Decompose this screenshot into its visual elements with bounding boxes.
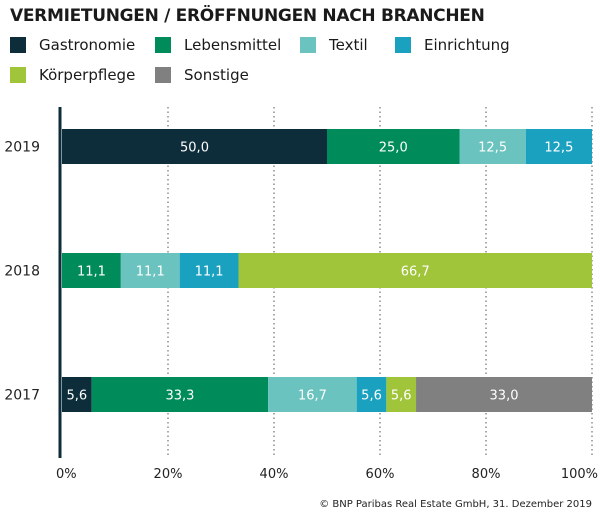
data-label: 12,5 bbox=[478, 141, 507, 156]
data-label: 11,1 bbox=[195, 265, 224, 280]
y-category-label: 2017 bbox=[4, 388, 40, 404]
legend-swatch bbox=[395, 37, 411, 53]
data-label: 11,1 bbox=[77, 265, 106, 280]
bar-segment bbox=[62, 253, 121, 288]
data-label: 25,0 bbox=[379, 141, 408, 156]
bar-segment bbox=[268, 377, 357, 412]
bar-segment bbox=[416, 377, 592, 412]
legend-label: Textil bbox=[329, 36, 368, 54]
legend-item: Körperpflege bbox=[10, 66, 135, 84]
data-label: 5,6 bbox=[391, 389, 412, 404]
legend-item: Gastronomie bbox=[10, 36, 135, 54]
x-tick-label: 40% bbox=[260, 467, 289, 482]
x-tick-label: 100% bbox=[561, 467, 598, 482]
legend-item: Einrichtung bbox=[395, 36, 510, 54]
bar-segment bbox=[327, 129, 460, 164]
legend-item: Textil bbox=[300, 36, 368, 54]
bar-segment bbox=[356, 377, 387, 412]
chart-title: VERMIETUNGEN / ERÖFFNUNGEN NACH BRANCHEN bbox=[10, 6, 485, 26]
bar-segment bbox=[238, 253, 593, 288]
bar-segment bbox=[386, 377, 417, 412]
bar-segment bbox=[91, 377, 269, 412]
x-tick-label: 0% bbox=[56, 467, 77, 482]
legend-label: Gastronomie bbox=[39, 36, 136, 54]
source-note: © BNP Paribas Real Estate GmbH, 31. Deze… bbox=[319, 499, 592, 510]
data-label: 11,1 bbox=[136, 265, 165, 280]
legend-label: Sonstige bbox=[184, 66, 249, 84]
legend-swatch bbox=[155, 37, 171, 53]
bar-segment bbox=[62, 377, 92, 412]
bar-segment bbox=[525, 129, 592, 164]
bar-segment bbox=[459, 129, 526, 164]
data-label: 5,6 bbox=[361, 389, 382, 404]
data-label: 50,0 bbox=[180, 141, 209, 156]
legend-item: Lebensmittel bbox=[155, 36, 281, 54]
legend-swatch bbox=[300, 37, 316, 53]
y-category-label: 2019 bbox=[4, 140, 40, 156]
x-tick-label: 20% bbox=[154, 467, 183, 482]
legend-swatch bbox=[10, 67, 26, 83]
legend-label: Lebensmittel bbox=[184, 36, 282, 54]
x-tick-label: 60% bbox=[366, 467, 395, 482]
data-label: 33,0 bbox=[490, 389, 519, 404]
legend-swatch bbox=[155, 67, 171, 83]
legend-item: Sonstige bbox=[155, 66, 249, 84]
data-label: 5,6 bbox=[66, 389, 87, 404]
legend-label: Körperpflege bbox=[39, 66, 136, 84]
bar-segment bbox=[179, 253, 239, 288]
data-label: 66,7 bbox=[401, 265, 430, 280]
y-category-label: 2018 bbox=[4, 264, 40, 280]
legend-swatch bbox=[10, 37, 26, 53]
data-label: 12,5 bbox=[544, 141, 573, 156]
x-tick-label: 80% bbox=[472, 467, 501, 482]
data-label: 33,3 bbox=[165, 389, 194, 404]
bar-segment bbox=[120, 253, 180, 288]
legend-label: Einrichtung bbox=[424, 36, 510, 54]
data-label: 16,7 bbox=[298, 389, 327, 404]
bar-segment bbox=[62, 129, 327, 164]
